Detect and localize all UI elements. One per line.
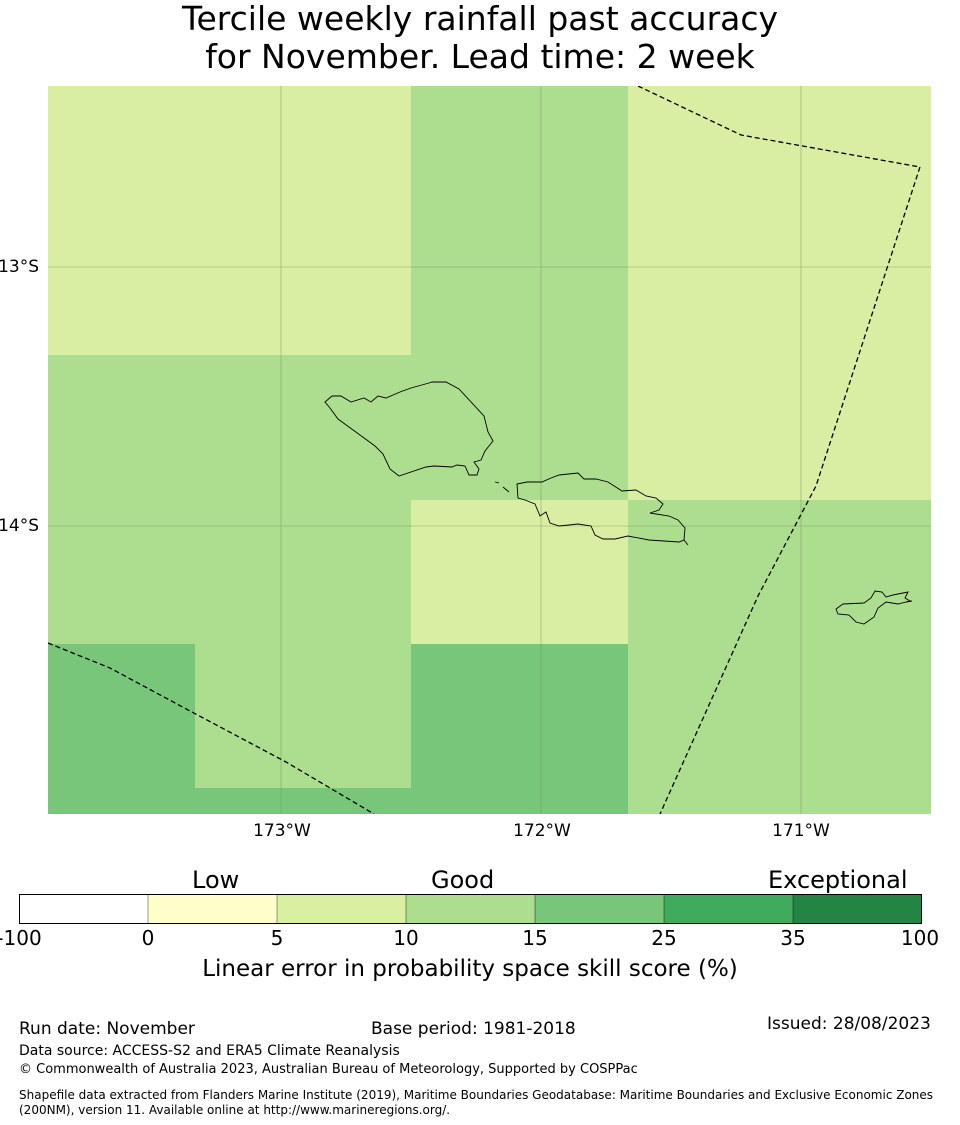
graticule (48, 86, 931, 814)
map-cell (48, 355, 411, 644)
colorbar-tick: 0 (141, 926, 155, 950)
savaii-island (324, 381, 494, 477)
eez-boundary (48, 86, 921, 814)
map-cell (628, 86, 931, 500)
legend-category-low: Low (192, 866, 240, 894)
colorbar-segment (793, 894, 922, 924)
skill-map (48, 86, 931, 814)
colorbar-segment (535, 894, 664, 924)
colorbar-tick: 5 (270, 926, 284, 950)
lat-label-13s: 13°S (0, 257, 39, 277)
colorbar-tick: 100 (900, 926, 940, 950)
colorbar (19, 894, 922, 924)
map-cell (195, 788, 411, 814)
lat-label-14s: 14°S (0, 516, 39, 536)
coastline (324, 381, 913, 625)
colorbar-unit-label: Linear error in probability space skill … (202, 956, 738, 982)
map-cell (411, 86, 628, 500)
colorbar-segment (406, 894, 535, 924)
legend-category-good: Good (431, 866, 495, 894)
lon-label-171w: 171°W (772, 821, 830, 841)
legend-category-exceptional: Exceptional (768, 866, 908, 894)
data-source: Data source: ACCESS-S2 and ERA5 Climate … (19, 1043, 400, 1059)
colorbar-tick: 25 (651, 926, 677, 950)
chart-title-line1: Tercile weekly rainfall past accuracy (181, 0, 779, 38)
colorbar-segment (19, 894, 148, 924)
lon-label-172w: 172°W (513, 821, 571, 841)
shapefile-note-line2: (200NM), version 11. Available online at… (19, 1103, 451, 1117)
colorbar-tick: 10 (393, 926, 419, 950)
shapefile-note-line1: Shapefile data extracted from Flanders M… (19, 1088, 934, 1102)
colorbar-tick: -100 (0, 926, 42, 950)
map-cell (195, 644, 411, 788)
colorbar-tick: 15 (522, 926, 548, 950)
map-cell (411, 644, 628, 814)
map-cell (48, 86, 411, 355)
map-cell (48, 644, 195, 814)
upolu-island (516, 472, 686, 543)
copyright-note: © Commonwealth of Australia 2023, Austra… (19, 1062, 638, 1077)
map-cell (411, 500, 628, 644)
chart-title-line2: for November. Lead time: 2 week (205, 37, 755, 76)
tutuila-island (835, 590, 912, 625)
base-period: Base period: 1981-2018 (371, 1019, 576, 1039)
colorbar-segment (664, 894, 793, 924)
map-cell (628, 500, 931, 814)
issued-date: Issued: 28/08/2023 (767, 1014, 931, 1034)
colorbar-segment (148, 894, 277, 924)
run-date: Run date: November (19, 1019, 195, 1039)
colorbar-tick: 35 (780, 926, 806, 950)
lon-label-173w: 173°W (253, 821, 311, 841)
colorbar-segment (277, 894, 406, 924)
